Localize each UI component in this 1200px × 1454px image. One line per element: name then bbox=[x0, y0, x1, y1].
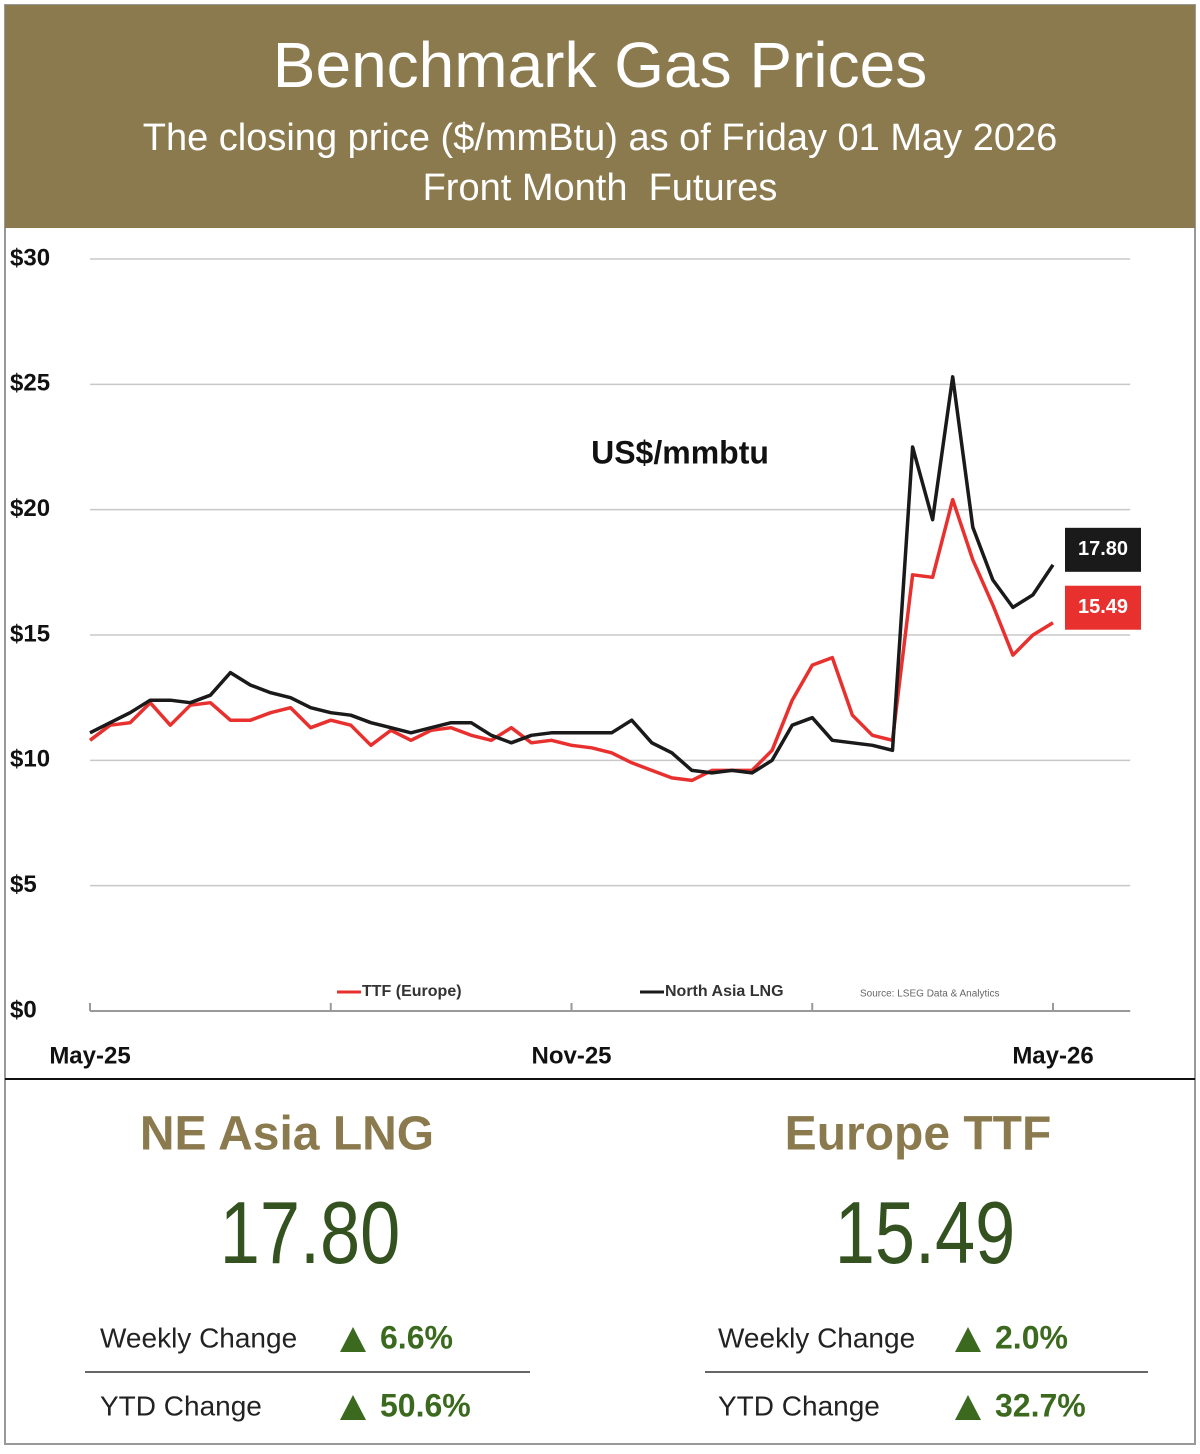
y-tick-label: $5 bbox=[10, 871, 37, 898]
line-series bbox=[89, 375, 1055, 775]
change-value: 6.6% bbox=[380, 1319, 453, 1355]
title: Benchmark Gas Prices bbox=[273, 29, 927, 101]
subtitle: The closing price ($/mmBtu) as of Friday… bbox=[143, 117, 1058, 159]
change-label: YTD Change bbox=[100, 1390, 262, 1421]
frame bbox=[4, 4, 1196, 1445]
change-label: Weekly Change bbox=[718, 1322, 915, 1353]
y-tick-label: $15 bbox=[10, 620, 50, 647]
end-label: 15.49 bbox=[1078, 596, 1128, 618]
change-value: 32.7% bbox=[995, 1387, 1086, 1423]
y-tick-label: $0 bbox=[10, 996, 37, 1023]
end-label: 17.80 bbox=[1078, 538, 1128, 560]
panel-title: Europe TTF bbox=[785, 1108, 1052, 1161]
y-tick-label: $20 bbox=[10, 495, 50, 522]
end-label-box bbox=[1065, 527, 1141, 572]
subtitle: Front Month Futures bbox=[423, 167, 778, 209]
x-tick-label: May-26 bbox=[1012, 1042, 1093, 1069]
panel-price: 15.49 bbox=[835, 1185, 1016, 1283]
annotation: US$/mmbtu bbox=[591, 434, 769, 470]
change-value: 50.6% bbox=[380, 1387, 471, 1423]
y-tick-label: $10 bbox=[10, 746, 50, 773]
change-label: YTD Change bbox=[718, 1390, 880, 1421]
source-note: Source: LSEG Data & Analytics bbox=[860, 989, 1000, 1000]
change-value: 2.0% bbox=[995, 1319, 1068, 1355]
y-tick-label: $30 bbox=[10, 244, 50, 271]
up-arrow bbox=[340, 1327, 366, 1352]
panel-price: 17.80 bbox=[220, 1185, 401, 1283]
y-tick-label: $25 bbox=[10, 370, 50, 397]
up-arrow bbox=[955, 1395, 981, 1420]
up-arrow bbox=[340, 1395, 366, 1420]
panel-title: NE Asia LNG bbox=[140, 1108, 434, 1161]
x-tick-label: May-25 bbox=[49, 1042, 130, 1069]
legend-label: TTF (Europe) bbox=[362, 983, 462, 1000]
header-band bbox=[5, 5, 1195, 228]
x-tick-label: Nov-25 bbox=[531, 1042, 611, 1069]
legend-label: North Asia LNG bbox=[665, 983, 784, 1000]
up-arrow bbox=[955, 1327, 981, 1352]
change-label: Weekly Change bbox=[100, 1322, 297, 1353]
end-label-box bbox=[1065, 585, 1141, 630]
